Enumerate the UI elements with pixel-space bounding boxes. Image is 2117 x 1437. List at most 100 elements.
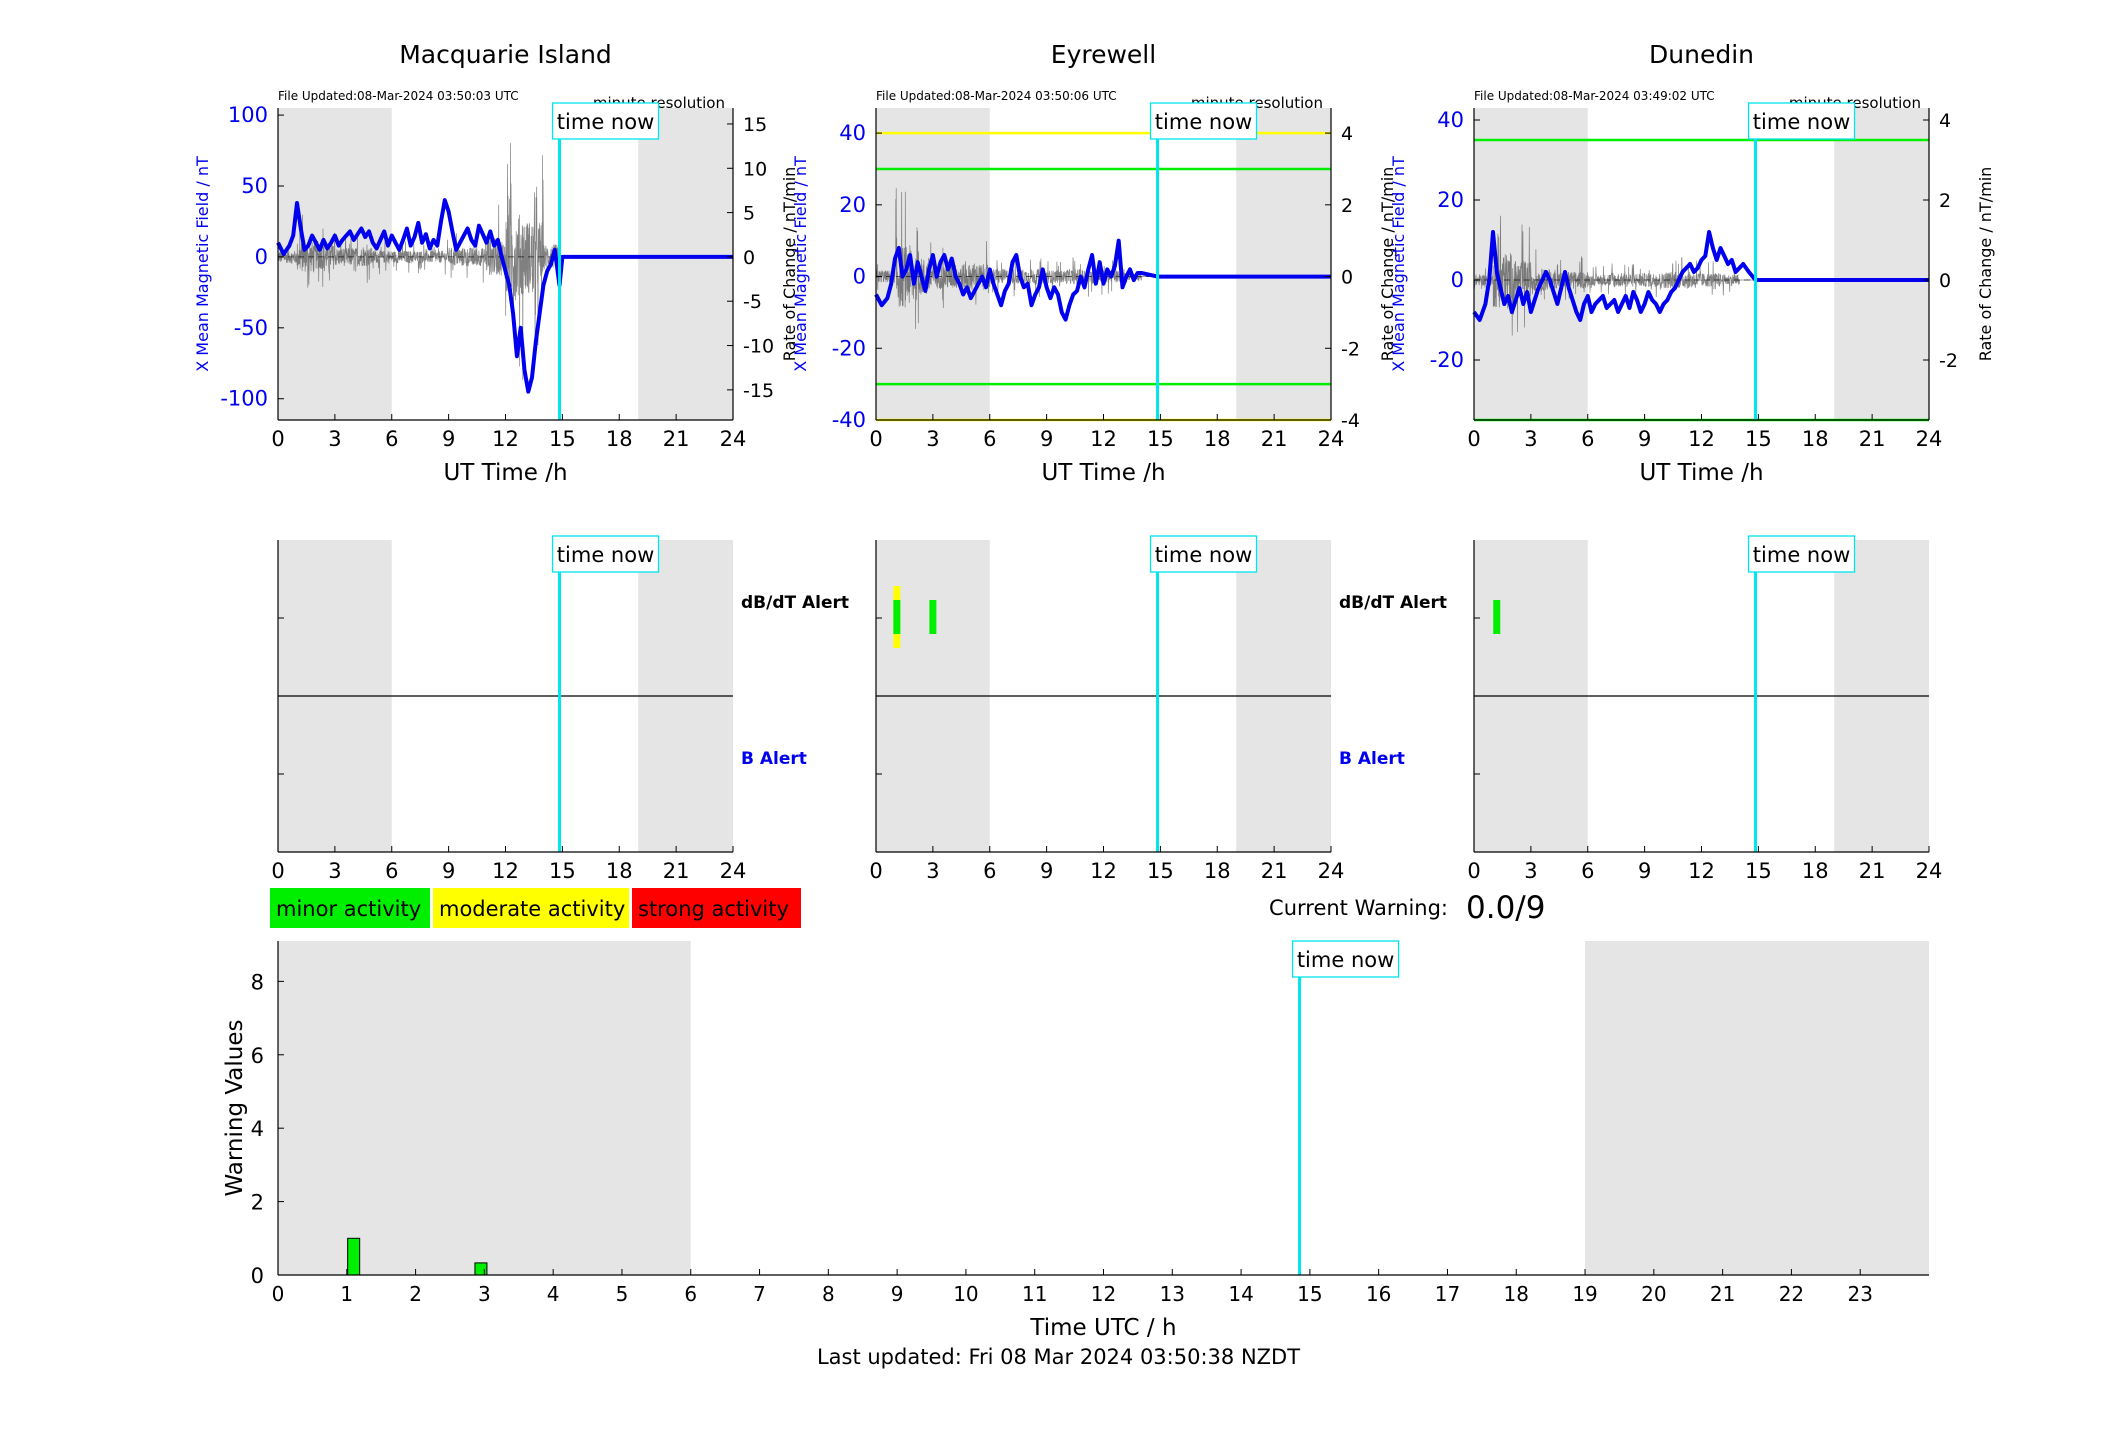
field-panel-1-y2tick-label: -10 <box>743 336 774 358</box>
alert-panel-1-xaxis-tick-label: 15 <box>549 859 576 883</box>
field-panel-2-field-series <box>874 238 1331 322</box>
alert-panel-3-time-now-label: time now <box>1753 543 1850 567</box>
alert-panel-3-xaxis-tick-label: 12 <box>1688 859 1715 883</box>
field-panel-3-ytick-label: 0 <box>1451 268 1464 292</box>
field-panel-1-night-shading <box>278 108 392 420</box>
warning-xaxis-tick-label: 10 <box>953 1282 978 1306</box>
field-panel-1-y2tick-label: 15 <box>743 114 767 136</box>
alert-panel-1-xaxis-tick-label: 12 <box>492 859 519 883</box>
field-panel-3-xaxis-tick-label: 3 <box>1524 427 1537 451</box>
field-panel-2-title: Eyrewell <box>1051 40 1156 69</box>
field-panel-3-y2tick-label: 0 <box>1939 270 1951 292</box>
field-panel-3-xaxis-tick-label: 15 <box>1745 427 1772 451</box>
field-panel-1-ylabel: X Mean Magnetic Field / nT <box>193 156 212 372</box>
warning-ytick-label: 2 <box>251 1191 264 1215</box>
warning-xaxis-tick-label: 12 <box>1091 1282 1116 1306</box>
warning-xaxis-tick-label: 11 <box>1022 1282 1047 1306</box>
field-panel-3-field-series <box>1472 230 1929 322</box>
warning-ytick-label: 8 <box>251 970 264 994</box>
field-panel-3-time-now-box <box>1747 102 1856 140</box>
field-panel-2-xaxis-tick-label: 18 <box>1204 427 1231 451</box>
field-panel-1-field-series <box>276 198 733 394</box>
alert-panel-1-time-now-box <box>551 535 660 573</box>
warning-xaxis-tick-label: 3 <box>478 1282 491 1306</box>
alert-panel-1-xaxis-tick-label: 24 <box>720 859 747 883</box>
field-panel-1-ytick-label: -100 <box>220 387 268 411</box>
warning-xaxis-tick-label: 9 <box>891 1282 904 1306</box>
warning-bar <box>347 1237 361 1276</box>
field-panel-1-xaxis-tick-label: 12 <box>492 427 519 451</box>
field-panel-2-xaxis-tick-label: 0 <box>869 427 882 451</box>
alert-panel-2-dbdt-alert-bar <box>929 600 937 634</box>
warning-xlabel: Time UTC / h <box>1029 1315 1176 1341</box>
field-panel-3-xaxis-tick-label: 24 <box>1916 427 1943 451</box>
field-panel-1-xaxis-tick-label: 18 <box>606 427 633 451</box>
alert-panel-2-dbdt-alert-label: dB/dT Alert <box>1339 593 1447 613</box>
warning-xaxis-tick-label: 4 <box>547 1282 560 1306</box>
alert-panel-3-time-now-box <box>1747 535 1856 573</box>
field-panel-2-ytick-label: 0 <box>853 265 866 289</box>
field-panel-3-xaxis-tick-label: 12 <box>1688 427 1715 451</box>
warning-xaxis-tick-label: 20 <box>1641 1282 1666 1306</box>
field-panel-1-night-shading <box>638 108 733 420</box>
warning-time-now-box <box>1291 940 1400 978</box>
field-panel-2-time-now-box <box>1149 102 1258 140</box>
field-panel-1-xaxis-tick-label: 15 <box>549 427 576 451</box>
field-panel-1-xaxis-tick-label: 3 <box>328 427 341 451</box>
field-panel-3-ytick-label: 20 <box>1437 188 1464 212</box>
warning-xaxis-tick-label: 5 <box>616 1282 629 1306</box>
alert-panel-2-xaxis-tick-label: 18 <box>1204 859 1231 883</box>
field-panel-1-ytick-label: 100 <box>228 103 268 127</box>
field-panel-2-xaxis-tick-label: 15 <box>1147 427 1174 451</box>
field-panel-1-xaxis-tick-label: 21 <box>663 427 690 451</box>
alert-panel-1-xaxis-tick-label: 21 <box>663 859 690 883</box>
field-panel-2-y2tick-label: -2 <box>1341 338 1360 360</box>
legend-label-moderate-activity: moderate activity <box>439 897 625 921</box>
warning-xaxis-tick-label: 16 <box>1366 1282 1391 1306</box>
field-panel-3-file-updated: File Updated:08-Mar-2024 03:49:02 UTC <box>1474 89 1715 103</box>
field-panel-1-rate-series <box>277 142 560 381</box>
warning-ytick-label: 0 <box>251 1264 264 1288</box>
warning-xaxis-tick-label: 19 <box>1572 1282 1597 1306</box>
field-panel-1-title: Macquarie Island <box>399 40 612 69</box>
field-panel-3-ylabel: X Mean Magnetic Field / nT <box>1389 156 1408 372</box>
field-panel-2-xaxis-tick-label: 3 <box>926 427 939 451</box>
field-panel-1-ytick-label: 0 <box>255 245 268 269</box>
alert-panel-3-xaxis-tick-label: 15 <box>1745 859 1772 883</box>
field-panel-2-xaxis-tick-label: 24 <box>1318 427 1345 451</box>
field-panel-1-time-now-box <box>551 102 660 140</box>
alert-panel-2-time-now-box <box>1149 535 1258 573</box>
alert-panel-3-xaxis-tick-label: 18 <box>1802 859 1829 883</box>
warning-xaxis-tick-label: 6 <box>684 1282 697 1306</box>
warning-xaxis-tick-label: 13 <box>1160 1282 1185 1306</box>
field-panel-3-time-now-label: time now <box>1753 110 1850 134</box>
field-panel-2-y2label: Rate of Change / nT/min <box>1378 167 1397 362</box>
warning-bar <box>474 1262 488 1276</box>
warning-xaxis-tick-label: 0 <box>272 1282 285 1306</box>
field-panel-2-ytick-label: -40 <box>832 408 866 432</box>
alert-panel-3-xaxis-tick-label: 9 <box>1638 859 1651 883</box>
field-panel-3-y2tick-label: -2 <box>1939 350 1958 372</box>
field-panel-3-ytick-label: 40 <box>1437 108 1464 132</box>
field-panel-1-y2label: Rate of Change / nT/min <box>780 167 799 362</box>
field-panel-3-night-shading <box>1834 108 1929 420</box>
field-panel-2-y2tick-label: 4 <box>1341 123 1353 145</box>
current-warning-label: Current Warning: <box>1269 896 1448 920</box>
alert-panel-2-dbdt-alert-bar <box>893 600 901 634</box>
field-panel-2-ytick-label: 40 <box>839 121 866 145</box>
field-panel-1-y2tick-label: 5 <box>743 203 755 225</box>
warning-xaxis-tick-label: 18 <box>1504 1282 1529 1306</box>
alert-panel-2-xaxis-tick-label: 15 <box>1147 859 1174 883</box>
field-panel-1-file-updated: File Updated:08-Mar-2024 03:50:03 UTC <box>278 89 519 103</box>
legend-label-strong-activity: strong activity <box>638 897 789 921</box>
field-panel-3-xaxis-tick-label: 9 <box>1638 427 1651 451</box>
warning-xaxis-tick-label: 17 <box>1435 1282 1460 1306</box>
field-panel-2-time-now-label: time now <box>1155 110 1252 134</box>
warning-ylabel: Warning Values <box>222 1019 248 1196</box>
field-panel-1-y2tick-label: -15 <box>743 380 774 402</box>
alert-panel-1-xaxis-tick-label: 3 <box>328 859 341 883</box>
legend-swatch-moderate-activity <box>433 888 629 928</box>
field-panel-2-xaxis-tick-label: 9 <box>1040 427 1053 451</box>
field-panel-2-night-shading <box>1236 108 1331 420</box>
